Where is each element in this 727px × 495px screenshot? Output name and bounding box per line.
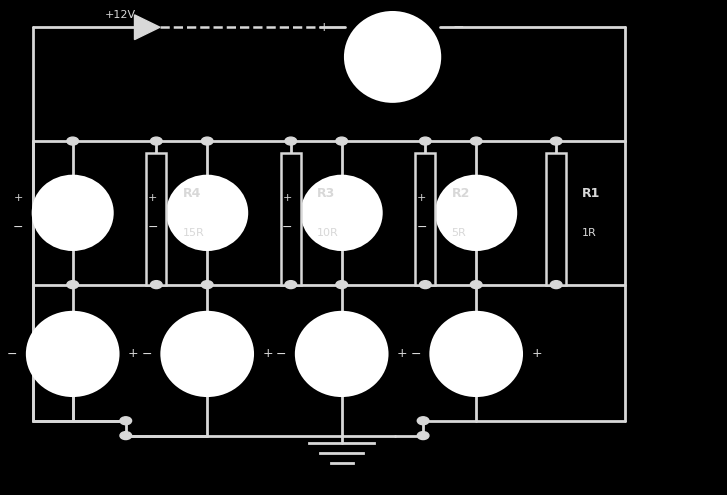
Ellipse shape — [296, 312, 387, 396]
Text: −: − — [142, 347, 152, 360]
Text: −: − — [452, 20, 464, 34]
Circle shape — [550, 281, 562, 289]
Text: +: + — [283, 193, 292, 203]
Text: +: + — [417, 193, 426, 203]
Circle shape — [201, 281, 213, 289]
Text: +: + — [262, 347, 273, 360]
Text: +: + — [397, 347, 407, 360]
Bar — [281, 153, 301, 285]
Bar — [546, 153, 566, 285]
Text: −: − — [148, 221, 158, 234]
Circle shape — [417, 432, 429, 440]
Circle shape — [150, 137, 162, 145]
Circle shape — [67, 281, 79, 289]
Text: −: − — [411, 347, 421, 360]
Text: 10R: 10R — [317, 228, 339, 238]
Circle shape — [417, 417, 429, 425]
Ellipse shape — [161, 312, 253, 396]
Text: +: + — [318, 21, 329, 34]
Ellipse shape — [345, 12, 440, 101]
Text: −: − — [276, 347, 286, 360]
Text: +: + — [14, 193, 23, 203]
Text: +: + — [148, 193, 157, 203]
Circle shape — [120, 417, 132, 425]
Text: −: − — [282, 221, 292, 234]
Bar — [415, 153, 435, 285]
Text: +: + — [128, 347, 138, 360]
Text: −: − — [417, 221, 427, 234]
Circle shape — [470, 137, 482, 145]
Text: 5R: 5R — [451, 228, 466, 238]
Text: +: + — [531, 347, 542, 360]
Polygon shape — [134, 15, 160, 40]
Text: 15R: 15R — [182, 228, 204, 238]
Circle shape — [120, 432, 132, 440]
Text: R3: R3 — [317, 187, 335, 199]
Bar — [146, 153, 166, 285]
Circle shape — [550, 137, 562, 145]
Circle shape — [419, 137, 431, 145]
Ellipse shape — [33, 176, 113, 250]
Circle shape — [285, 281, 297, 289]
Ellipse shape — [167, 176, 247, 250]
Text: R1: R1 — [582, 187, 601, 199]
Circle shape — [336, 281, 348, 289]
Circle shape — [336, 137, 348, 145]
Circle shape — [419, 281, 431, 289]
Circle shape — [470, 281, 482, 289]
Text: R4: R4 — [182, 187, 201, 199]
Circle shape — [285, 137, 297, 145]
Circle shape — [67, 137, 79, 145]
Ellipse shape — [27, 312, 119, 396]
Ellipse shape — [436, 176, 516, 250]
Text: 1R: 1R — [582, 228, 597, 238]
Ellipse shape — [430, 312, 522, 396]
Text: R2: R2 — [451, 187, 470, 199]
Ellipse shape — [302, 176, 382, 250]
Circle shape — [150, 281, 162, 289]
Text: −: − — [7, 347, 17, 360]
Text: +12V: +12V — [105, 10, 135, 20]
Circle shape — [201, 137, 213, 145]
Text: −: − — [13, 221, 23, 234]
